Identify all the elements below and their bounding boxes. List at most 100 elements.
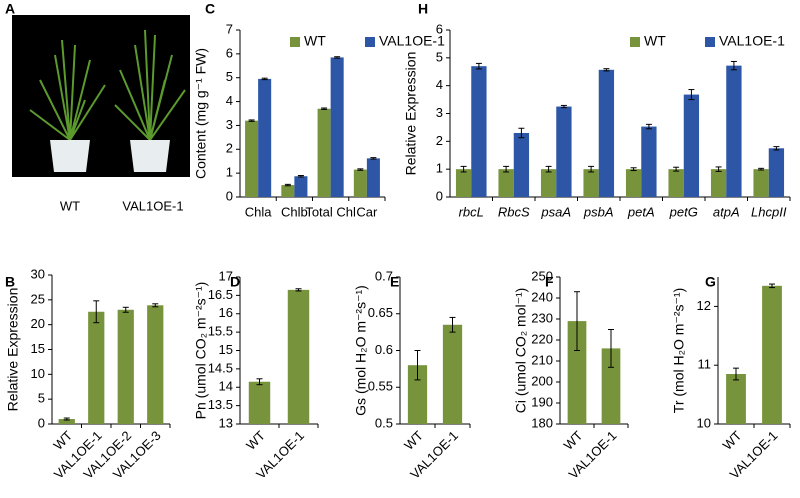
error-bar [518,127,525,139]
error-bar [284,183,291,187]
bar [625,169,642,197]
pot [50,140,90,172]
y-tick-label: 4 [226,93,233,108]
y-axis-label: Relative Expression [403,52,419,176]
legend-label: WT [304,33,326,49]
y-tick-label: 1 [436,161,443,176]
error-bar [321,107,328,110]
y-tick-label: 0.5 [375,415,393,430]
y-tick-label: 17 [219,268,233,283]
x-tick-label: psaA [540,204,571,219]
bar [455,169,472,197]
x-tick-label: rbcL [459,204,484,219]
bar [281,185,295,197]
error-bar [645,123,652,130]
bar [248,381,271,424]
x-tick-label: Total Chl [305,204,356,219]
bar [556,106,572,197]
y-tick-label: 30 [31,266,45,281]
error-bar [449,316,456,333]
error-bar [414,350,421,381]
error-bar [248,119,255,122]
y-axis-label: Content (mg g⁻¹ FW) [193,48,209,179]
x-tick-label: petA [627,204,655,219]
error-bar [603,68,610,72]
y-tick-label: 0.65 [368,305,393,320]
y-tick-label: 3 [436,105,443,120]
error-bar [152,303,159,308]
y-tick-label: 230 [531,310,553,325]
photo-label: VAL1OE-1 [122,198,183,213]
error-bar [357,168,364,171]
error-bar [730,60,737,71]
bar [330,57,344,197]
y-tick-label: 5 [436,49,443,64]
photo-panel: A WT VAL1OE-1 [5,1,190,213]
error-bar [256,378,263,386]
chart-panel: F Ci (umol CO₂ mol⁻¹)180 190 200 210 220 230 24… [513,268,629,482]
error-bar [588,165,595,173]
error-bar [733,367,739,381]
chart-panel: EGs (mol H₂O m⁻²s⁻¹)0.50.550.60.650.7WTV… [353,268,471,482]
bar [683,94,700,197]
legend-swatch [630,37,640,47]
y-tick-label: 200 [531,373,553,388]
panel-letter: D [230,274,240,290]
plants [29,29,186,141]
y-tick-label: 220 [531,331,553,346]
legend-swatch [365,37,375,47]
x-tick-label: atpA [713,204,740,219]
y-tick-label: 2 [226,141,233,156]
bar [117,309,134,424]
bar [753,169,769,197]
y-tick-label: 5 [38,391,45,406]
error-bar [715,166,722,172]
bar [58,419,75,424]
panel-letter: A [5,1,15,17]
error-bar [93,300,100,324]
x-tick-label: WT [561,428,586,453]
y-axis-label: Tr (mol H₂O m⁻²s⁻¹) [671,288,687,413]
y-tick-label: 0 [226,188,233,203]
legend-label: WT [644,33,666,49]
y-tick-label: 6 [436,21,443,36]
y-tick-label: 16.5 [208,287,233,302]
x-tick-label: WT [50,428,75,453]
legend-swatch [290,37,300,47]
bar [317,108,331,197]
bar [258,78,272,197]
y-axis-label: Pn (umol CO₂ m⁻²s⁻¹) [193,282,209,420]
y-tick-label: 1 [226,165,233,180]
error-bar [545,165,552,173]
x-tick-label: Chlb [281,204,308,219]
y-axis-label: Gs (mol H₂O m⁻²s⁻¹) [353,285,369,416]
y-tick-label: 4 [436,77,443,92]
x-tick-label: psbA [583,204,614,219]
bar [366,158,380,197]
y-tick-label: 180 [531,415,553,430]
bar [147,305,164,424]
bar [726,65,742,197]
bar [540,169,557,197]
y-tick-label: 16 [219,305,233,320]
pot [130,140,170,172]
error-bar [63,417,70,421]
error-bar [475,62,482,70]
y-tick-label: 15.5 [208,324,233,339]
error-bar [673,166,680,172]
y-tick-label: 14 [219,379,233,394]
panel-letter: G [705,274,716,290]
bar [598,69,615,197]
panel-letter: E [390,274,399,290]
y-tick-label: 20 [31,316,45,331]
y-tick-label: 15 [219,342,233,357]
y-tick-label: 0.55 [368,379,393,394]
y-tick-label: 10 [31,366,45,381]
x-tick-label: WT [720,428,745,453]
panel-letter: B [5,274,15,290]
bar [245,120,259,197]
y-tick-label: 210 [531,352,553,367]
x-tick-label: LhcpII [751,204,787,219]
error-bar [688,89,695,101]
chart-panel: D Pn (umol CO₂ m⁻²s⁻¹) 13 13.5 14 14.5 15 15.5 1… [193,268,319,482]
